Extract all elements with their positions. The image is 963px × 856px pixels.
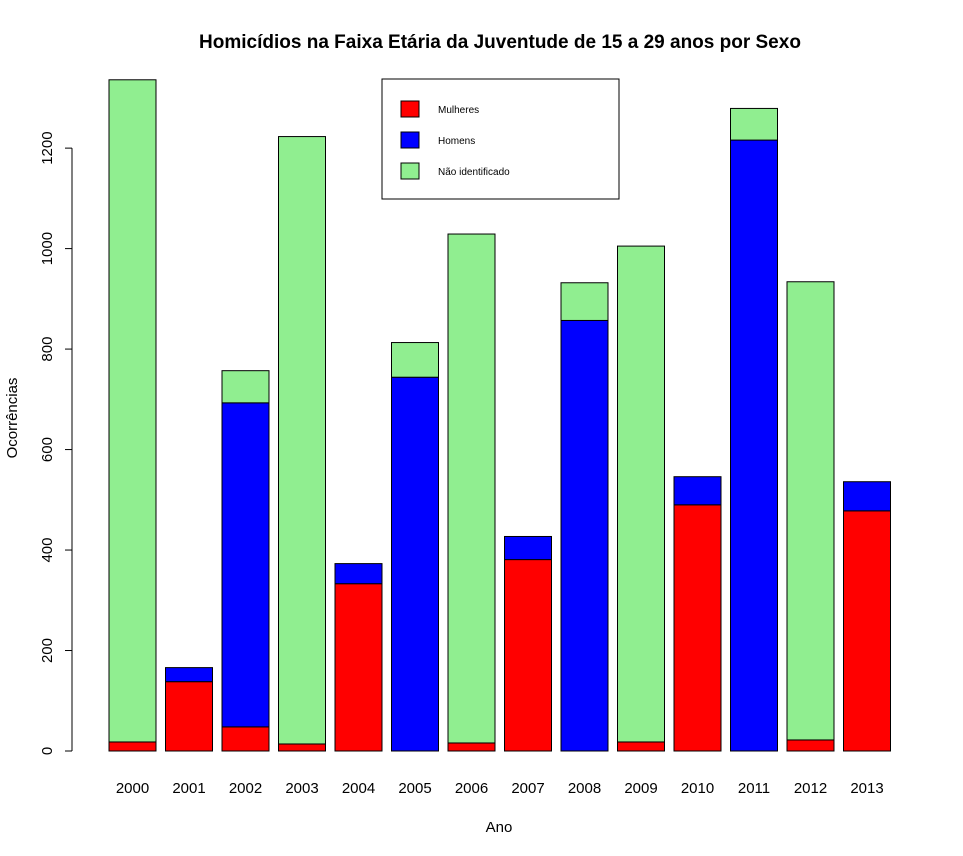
y-tick-label: 800: [39, 337, 56, 362]
bar-2001-mulheres: [165, 681, 213, 752]
bar-2000-n-o-identificado: [108, 79, 157, 743]
x-tick-label: 2008: [568, 780, 601, 797]
x-tick-label: 2010: [681, 780, 714, 797]
bar-2012-mulheres: [786, 739, 835, 752]
y-axis: 0 200 400 600 800 1000 1200: [39, 131, 73, 755]
x-tick-label: 2004: [342, 780, 375, 797]
bar-2000-mulheres: [108, 741, 157, 752]
bar-2003-n-o-identificado: [278, 136, 326, 745]
legend-label: Homens: [438, 136, 475, 147]
bar-2002-homens: [221, 402, 270, 728]
x-tick-label: 2001: [172, 780, 205, 797]
x-tick-label: 2002: [229, 780, 262, 797]
legend: Mulheres Homens Não identificado: [381, 78, 620, 200]
y-tick-label: 0: [39, 747, 56, 755]
x-tick-label: 2005: [398, 780, 431, 797]
y-axis-title: Ocorrências: [4, 378, 21, 459]
y-tick-label: 600: [39, 437, 56, 462]
bar-2010-mulheres: [673, 504, 722, 752]
x-tick-label: 2003: [285, 780, 318, 797]
bar-2007-mulheres: [504, 559, 552, 752]
bars-group: [108, 79, 891, 752]
bar-2002-n-o-identificado: [221, 370, 270, 404]
x-tick-label: 2007: [511, 780, 544, 797]
bar-2003-mulheres: [278, 743, 326, 752]
bar-2011-homens: [730, 139, 778, 752]
bar-2013-homens: [843, 481, 891, 512]
legend-swatch: [400, 131, 420, 149]
x-axis-title: Ano: [486, 819, 513, 836]
bar-2008-homens: [560, 319, 609, 752]
y-tick-label: 200: [39, 638, 56, 663]
bar-2005-homens: [391, 376, 439, 752]
bar-2009-n-o-identificado: [617, 245, 665, 743]
y-tick-label: 1200: [39, 131, 56, 164]
bar-2010-homens: [673, 476, 722, 506]
bar-2009-mulheres: [617, 741, 665, 752]
x-tick-label: 2000: [116, 780, 149, 797]
x-axis-labels: 2000 2001 2002 2003 2004 2005 2006 2007 2008 2009…: [116, 780, 884, 797]
legend-label: Não identificado: [438, 167, 510, 178]
y-tick-label: 400: [39, 538, 56, 563]
legend-swatch: [400, 162, 420, 180]
bar-2004-homens: [334, 563, 383, 585]
bar-2013-mulheres: [843, 510, 891, 752]
chart-title: Homicídios na Faixa Etária da Juventude …: [199, 32, 801, 53]
bar-2001-homens: [165, 667, 213, 683]
x-tick-label: 2013: [850, 780, 883, 797]
bar-2007-homens: [504, 535, 552, 561]
legend-box: [381, 78, 620, 200]
x-tick-label: 2006: [455, 780, 488, 797]
x-tick-label: 2012: [794, 780, 827, 797]
bar-2011-n-o-identificado: [730, 107, 778, 141]
bar-2006-mulheres: [447, 742, 496, 752]
y-tick-label: 1000: [39, 232, 56, 265]
bar-2005-n-o-identificado: [391, 342, 439, 378]
x-tick-label: 2009: [624, 780, 657, 797]
bar-2002-mulheres: [221, 726, 270, 752]
bar-2006-n-o-identificado: [447, 233, 496, 744]
legend-swatch: [400, 100, 420, 118]
x-tick-label: 2011: [738, 780, 770, 797]
bar-2012-n-o-identificado: [786, 281, 835, 741]
bar-2008-n-o-identificado: [560, 282, 609, 321]
legend-label: Mulheres: [438, 105, 479, 116]
bar-2004-mulheres: [334, 583, 383, 752]
